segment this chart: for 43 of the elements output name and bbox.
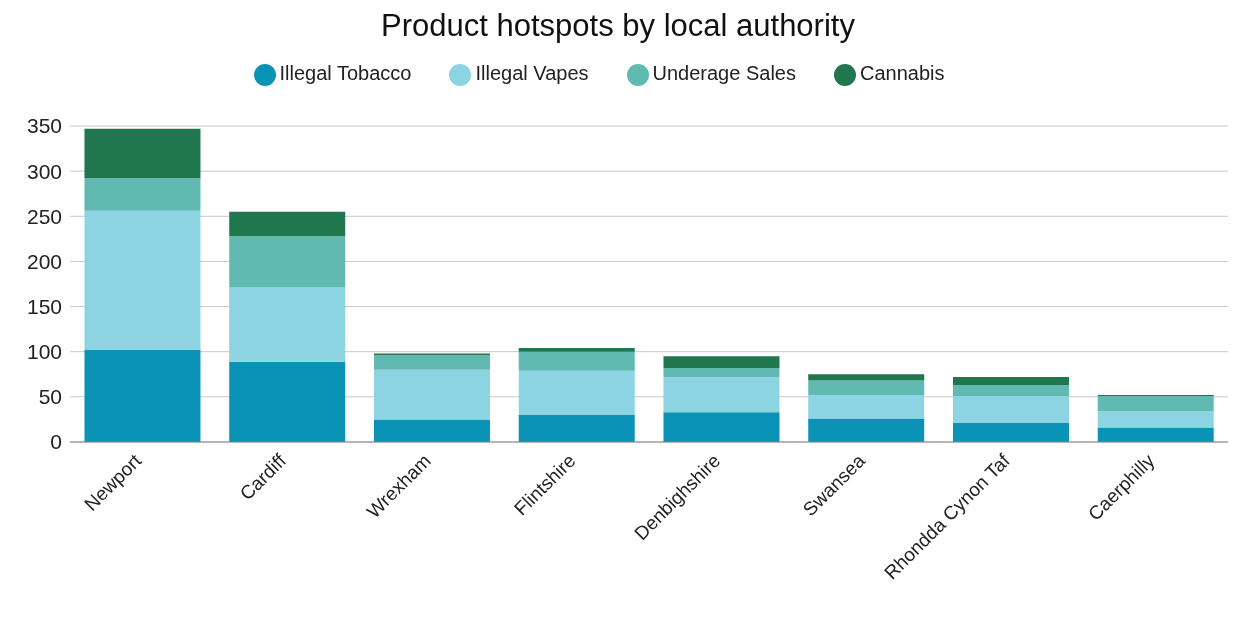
bar [952,376,1069,386]
y-tick-label: 200 [26,249,62,273]
bar [84,349,201,442]
y-tick-label: 300 [26,159,62,183]
bar [229,361,346,442]
bar [373,355,490,370]
legend-label: Illegal Tobacco [279,62,412,84]
y-tick-label: 50 [38,385,62,409]
bar [808,418,925,442]
chart-title: Product hotspots by local authority [380,8,856,45]
bar [84,210,201,350]
bar [1097,411,1214,428]
bar [518,351,635,371]
y-tick-label: 350 [26,114,62,138]
bar [1097,395,1214,412]
y-tick-label: 250 [26,204,62,228]
y-tick-label: 150 [26,295,62,319]
bar [518,348,635,352]
bar [663,367,780,377]
bar [518,414,635,442]
bar [84,178,201,211]
bar [952,385,1069,396]
y-tick-label: 0 [50,430,62,454]
bar [663,412,780,442]
bar [229,236,346,288]
y-tick-label: 100 [26,340,62,364]
bar [84,128,201,179]
bar [518,370,635,415]
bar [808,374,925,381]
bar [663,376,780,413]
bar [229,211,346,237]
legend-label: Illegal Vapes [475,62,589,84]
legend-label: Cannabis [859,62,945,84]
bar [808,395,925,419]
bar [229,287,346,362]
bar [373,369,490,420]
legend-label: Underage Sales [652,62,796,84]
bar [808,380,925,396]
bar [952,395,1069,424]
bar [1097,427,1214,442]
bar [373,419,490,442]
bar [952,423,1069,442]
bar [663,356,780,368]
